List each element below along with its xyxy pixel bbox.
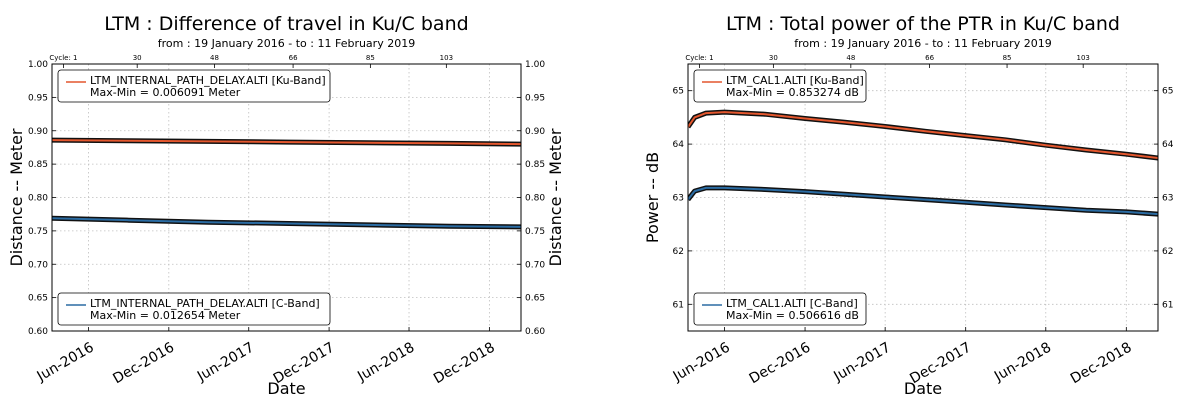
legend-label: LTM_CAL1.ALTI [C-Band]: [726, 297, 858, 310]
series-line: [52, 139, 521, 146]
plot-frame: [51, 63, 522, 332]
x-tick-label: Jun-2017: [830, 340, 893, 386]
chart-subtitle: from : 19 January 2016 - to : 11 Februar…: [158, 37, 415, 50]
legend-2: LTM_CAL1.ALTI [C-Band]Max-Min = 0.506616…: [693, 292, 867, 326]
y-tick-label: 0.90: [28, 127, 48, 137]
legend-2: LTM_INTERNAL_PATH_DELAY.ALTI [C-Band]Max…: [57, 292, 331, 326]
chart-title: LTM : Total power of the PTR in Ku/C ban…: [726, 13, 1120, 35]
y-axis-label: Power -- dB: [643, 152, 662, 243]
y-tick-label-right: 62: [1162, 247, 1173, 257]
y-tick-label: 61: [673, 300, 684, 310]
x-tick-label: Jun-2017: [194, 340, 257, 386]
y-tick-label-right: 0.65: [525, 294, 545, 304]
y-axis-label: Distance -- Meter: [7, 128, 26, 266]
cycle-number: 1: [73, 54, 77, 62]
legend-maxmin: Max-Min = 0.506616 dB: [726, 309, 859, 322]
x-tick-label: Dec-2018: [431, 340, 498, 388]
x-tick-label: Dec-2018: [1068, 340, 1135, 388]
legend-box: [57, 292, 331, 326]
y-tick-label: 0.85: [28, 160, 48, 170]
y-tick-label: 0.65: [28, 294, 48, 304]
y-tick-label-right: 0.90: [525, 127, 545, 137]
plot-frame: [687, 63, 1159, 332]
top-cycle-label: 103: [440, 54, 453, 62]
grid: [52, 64, 521, 331]
top-cycle-label: 30: [133, 54, 142, 62]
top-cycle-label: 103: [1076, 54, 1089, 62]
y-tick-label-right: 0.70: [525, 260, 545, 270]
legend-box: [693, 69, 867, 103]
y-axis-label-right: Distance -- Meter: [546, 128, 565, 266]
top-cycle-label: 85: [366, 54, 375, 62]
legend-1: LTM_CAL1.ALTI [Ku-Band]Max-Min = 0.85327…: [693, 69, 867, 103]
series-line: [688, 111, 1158, 159]
series-line: [688, 186, 1158, 216]
x-tick-label: Jun-2018: [354, 340, 417, 386]
top-cycle-label: Cycle: 1: [49, 54, 77, 62]
cycle-number: 1: [709, 54, 713, 62]
y-tick-label-right: 0.95: [525, 93, 545, 103]
y-tick-label-right: 0.75: [525, 227, 545, 237]
y-tick-label-right: 64: [1162, 140, 1174, 150]
y-tick-label: 0.70: [28, 260, 48, 270]
x-axis-label: Date: [267, 379, 305, 396]
x-axis-label: Date: [904, 379, 942, 396]
legend-box: [693, 292, 867, 326]
y-tick-label-right: 0.60: [525, 327, 545, 337]
legend-label: LTM_INTERNAL_PATH_DELAY.ALTI [C-Band]: [90, 297, 320, 310]
legend-label: LTM_CAL1.ALTI [Ku-Band]: [726, 74, 864, 87]
y-tick-label-right: 61: [1162, 300, 1173, 310]
y-tick-label: 64: [673, 140, 685, 150]
top-cycle-label: Cycle: 1: [685, 54, 713, 62]
top-cycle-label: 48: [210, 54, 219, 62]
chart-title: LTM : Difference of travel in Ku/C band: [104, 13, 468, 35]
y-tick-label: 0.75: [28, 227, 48, 237]
legend-1: LTM_INTERNAL_PATH_DELAY.ALTI [Ku-Band]Ma…: [57, 69, 331, 103]
series-line: [52, 217, 521, 228]
y-tick-label: 63: [673, 194, 684, 204]
chart-subtitle: from : 19 January 2016 - to : 11 Februar…: [794, 37, 1051, 50]
x-tick-label: Jun-2016: [670, 339, 733, 385]
chart-2: LTM : Total power of the PTR in Ku/C ban…: [643, 13, 1185, 396]
y-tick-label-right: 65: [1162, 87, 1173, 97]
y-tick-label-right: 0.80: [525, 194, 545, 204]
top-cycle-label: 66: [925, 54, 934, 62]
y-tick-label: 0.60: [28, 327, 48, 337]
cycle-prefix: Cycle:: [685, 54, 707, 62]
y-tick-label: 0.95: [28, 93, 48, 103]
x-tick-label: Dec-2016: [747, 339, 814, 387]
top-cycle-label: 48: [846, 54, 855, 62]
y-tick-label: 62: [673, 247, 684, 257]
y-tick-label: 1.00: [28, 60, 48, 70]
x-tick-label: Jun-2016: [34, 339, 97, 385]
y-tick-label: 65: [673, 87, 684, 97]
legend-label: LTM_INTERNAL_PATH_DELAY.ALTI [Ku-Band]: [90, 74, 326, 87]
legend-maxmin: Max-Min = 0.853274 dB: [726, 86, 859, 99]
legend-box: [57, 69, 331, 103]
legend-maxmin: Max-Min = 0.012654 Meter: [90, 309, 241, 322]
y-axis-label-right: Power -- dB: [1183, 152, 1185, 243]
y-tick-label-right: 0.85: [525, 160, 545, 170]
legend-maxmin: Max-Min = 0.006091 Meter: [90, 86, 241, 99]
x-tick-label: Dec-2016: [110, 339, 177, 387]
top-cycle-label: 66: [289, 54, 298, 62]
top-cycle-label: 85: [1003, 54, 1012, 62]
y-tick-label-right: 63: [1162, 194, 1173, 204]
cycle-prefix: Cycle:: [49, 54, 71, 62]
y-tick-label-right: 1.00: [525, 60, 545, 70]
y-tick-label: 0.80: [28, 194, 48, 204]
top-cycle-label: 30: [769, 54, 778, 62]
chart-1: LTM : Difference of travel in Ku/C band f…: [7, 13, 565, 396]
x-tick-label: Jun-2018: [991, 340, 1054, 386]
